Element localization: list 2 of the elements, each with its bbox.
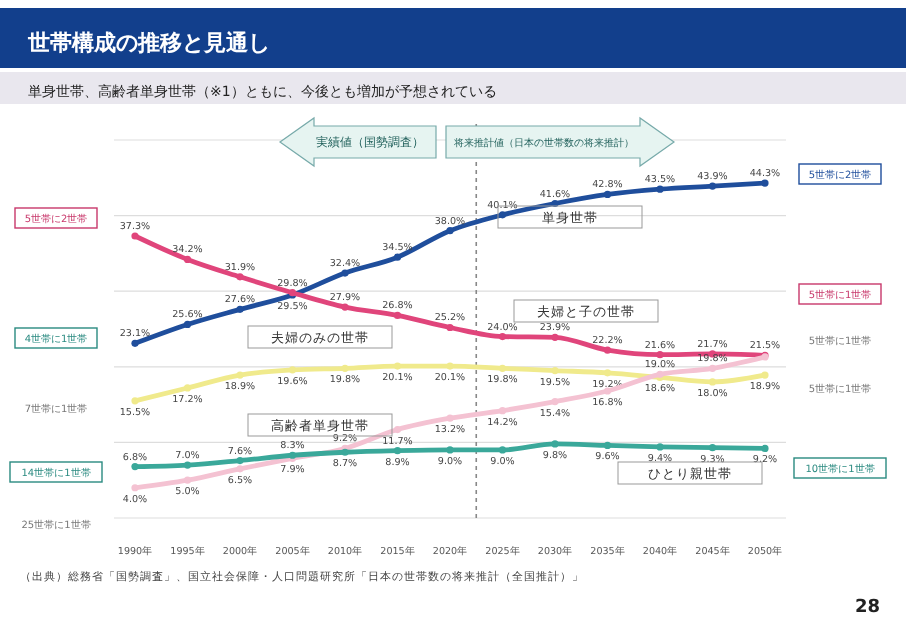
text: 28	[854, 598, 880, 618]
chart-title: 世帯構成の推移と見通し	[26, 30, 270, 56]
